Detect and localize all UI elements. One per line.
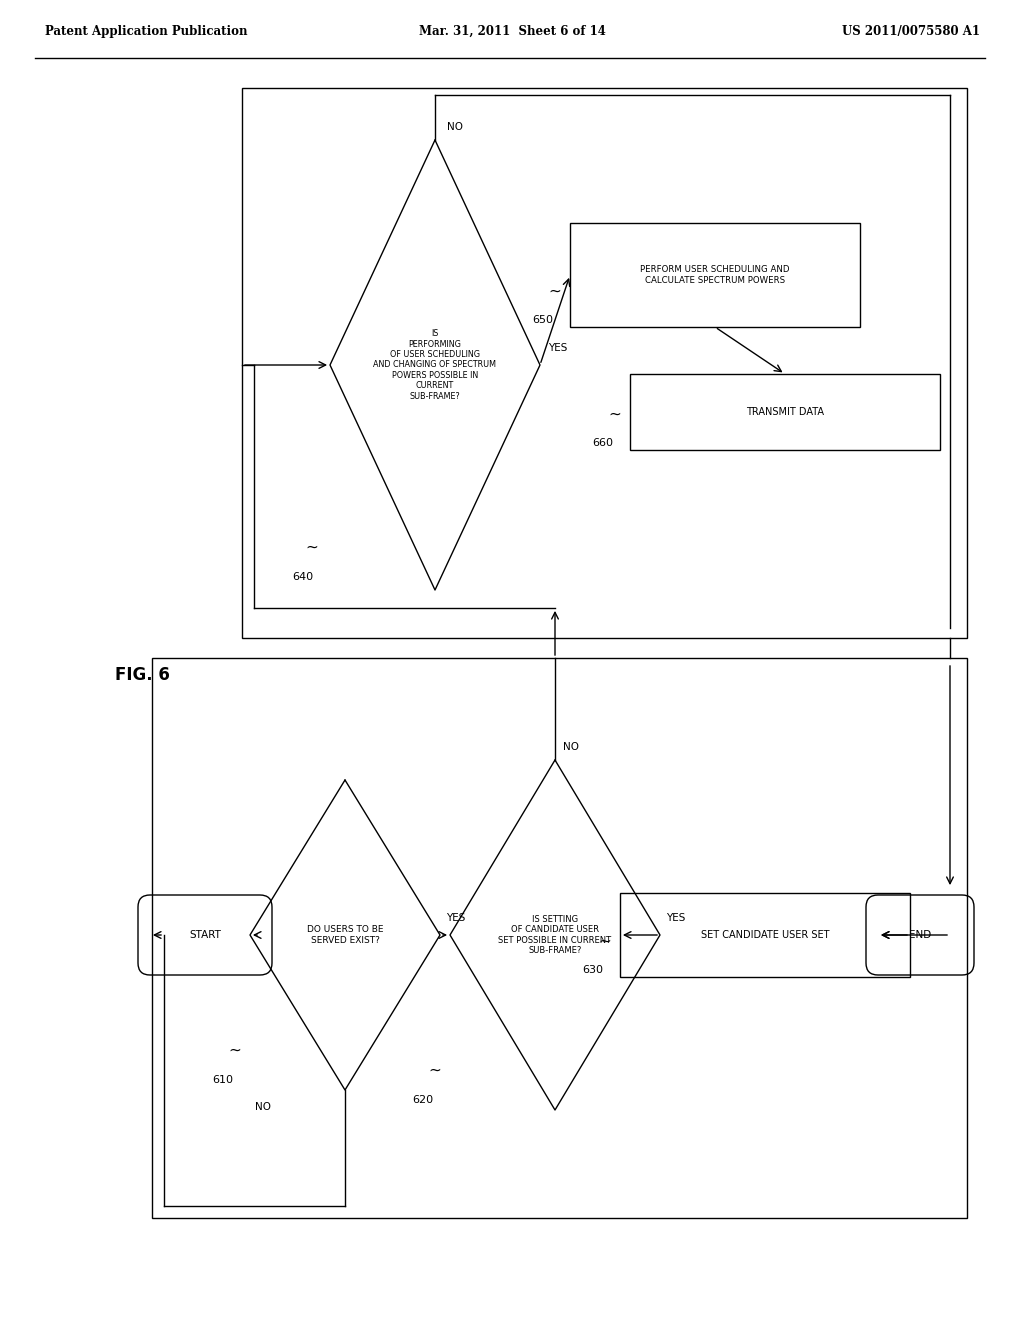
Text: US 2011/0075580 A1: US 2011/0075580 A1 <box>842 25 980 38</box>
Text: 630: 630 <box>582 965 603 975</box>
Text: IS SETTING
OF CANDIDATE USER
SET POSSIBLE IN CURRENT
SUB-FRAME?: IS SETTING OF CANDIDATE USER SET POSSIBL… <box>499 915 611 956</box>
Text: END: END <box>909 931 931 940</box>
Text: YES: YES <box>446 913 465 923</box>
Text: FIG. 6: FIG. 6 <box>115 667 170 684</box>
Text: SET CANDIDATE USER SET: SET CANDIDATE USER SET <box>700 931 829 940</box>
Text: ~: ~ <box>428 1063 440 1078</box>
Bar <box>152 657 967 1218</box>
Text: 660: 660 <box>592 438 613 447</box>
Text: YES: YES <box>548 343 567 352</box>
Text: Patent Application Publication: Patent Application Publication <box>45 25 248 38</box>
Bar <box>242 88 967 638</box>
Text: IS
PERFORMING
OF USER SCHEDULING
AND CHANGING OF SPECTRUM
POWERS POSSIBLE IN
CUR: IS PERFORMING OF USER SCHEDULING AND CHA… <box>374 329 497 401</box>
Text: NO: NO <box>255 1102 271 1111</box>
Text: ~: ~ <box>598 935 610 949</box>
Text: 620: 620 <box>412 1096 433 1105</box>
Text: 650: 650 <box>532 315 553 325</box>
Text: 610: 610 <box>212 1074 233 1085</box>
Text: ~: ~ <box>305 540 317 554</box>
Text: DO USERS TO BE
SERVED EXIST?: DO USERS TO BE SERVED EXIST? <box>307 925 383 945</box>
Text: NO: NO <box>563 742 579 752</box>
Text: START: START <box>189 931 221 940</box>
Text: PERFORM USER SCHEDULING AND
CALCULATE SPECTRUM POWERS: PERFORM USER SCHEDULING AND CALCULATE SP… <box>640 265 790 285</box>
Text: Mar. 31, 2011  Sheet 6 of 14: Mar. 31, 2011 Sheet 6 of 14 <box>419 25 605 38</box>
Text: YES: YES <box>666 913 685 923</box>
Text: ~: ~ <box>228 1043 241 1059</box>
Text: NO: NO <box>447 121 463 132</box>
Text: 640: 640 <box>292 572 313 582</box>
Bar <box>570 223 860 327</box>
Text: ~: ~ <box>548 284 561 300</box>
Bar <box>630 374 940 450</box>
Bar <box>620 894 910 977</box>
Text: TRANSMIT DATA: TRANSMIT DATA <box>746 407 824 417</box>
Text: ~: ~ <box>608 407 621 422</box>
